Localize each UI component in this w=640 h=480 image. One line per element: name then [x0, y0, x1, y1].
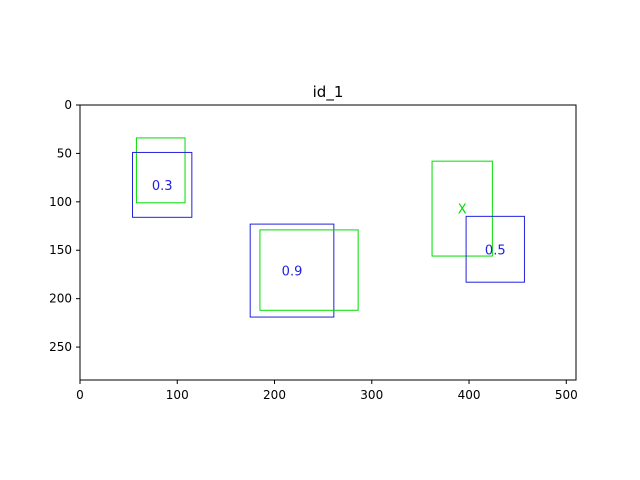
ground-truth-box — [135, 137, 186, 204]
ground-truth-box — [259, 229, 359, 311]
y-tick-label: 100 — [49, 195, 72, 209]
box-label: X — [458, 203, 467, 218]
y-tick-label: 0 — [64, 98, 72, 112]
x-tick-label: 200 — [263, 388, 286, 402]
ground-truth-box — [431, 160, 493, 257]
plot-frame — [79, 104, 577, 381]
y-tick-label: 150 — [49, 243, 72, 257]
box-label: 0.5 — [485, 243, 506, 258]
axes: 0 100 200 300 400 500 0 50 100 150 200 250 — [49, 98, 578, 402]
x-tick-label: 300 — [360, 388, 383, 402]
box-label: 0.3 — [152, 179, 173, 194]
chart-title: id_1 — [313, 83, 344, 102]
y-tick-label: 50 — [57, 146, 72, 160]
prediction-box — [132, 151, 193, 218]
y-tick-label: 250 — [49, 340, 72, 354]
prediction-box — [249, 223, 335, 318]
boxes: 0.3 0.9 X 0.5 — [132, 137, 525, 318]
x-tick-label: 0 — [76, 388, 84, 402]
x-tick-label: 100 — [166, 388, 189, 402]
x-tick-label: 400 — [458, 388, 481, 402]
x-tick-label: 500 — [555, 388, 578, 402]
y-tick-label: 200 — [49, 292, 72, 306]
prediction-box — [465, 215, 525, 283]
box-label: 0.9 — [282, 265, 303, 280]
